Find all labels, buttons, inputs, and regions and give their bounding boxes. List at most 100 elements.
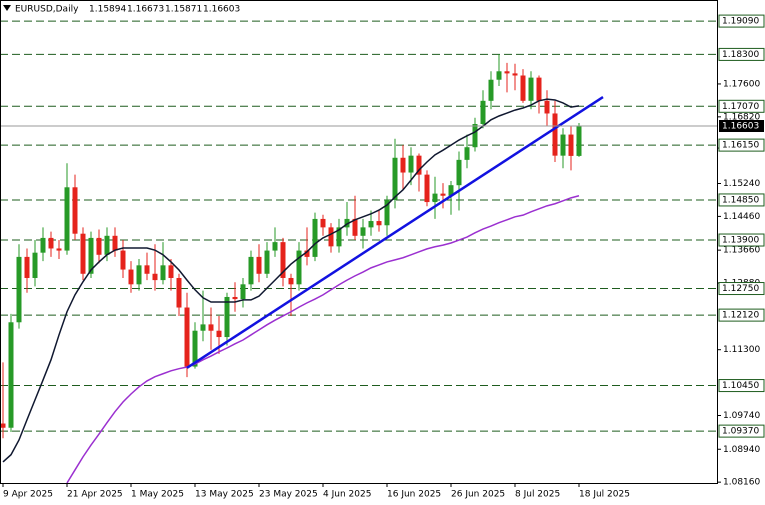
y-tick-label: 1.11300 bbox=[723, 345, 760, 355]
x-tick-label: 4 Jun 2025 bbox=[323, 490, 371, 500]
menu-icon[interactable] bbox=[3, 5, 11, 11]
candle-body bbox=[248, 256, 254, 285]
candle-body bbox=[256, 256, 262, 274]
level-label: 1.13900 bbox=[722, 236, 759, 246]
candle-body bbox=[496, 71, 502, 80]
level-label-box bbox=[718, 282, 765, 296]
candle-body bbox=[416, 155, 422, 175]
candle-body bbox=[576, 126, 582, 156]
level-label-box bbox=[718, 14, 765, 28]
candle-body bbox=[304, 250, 310, 257]
plot-border bbox=[0, 0, 718, 484]
x-tick-label: 8 Jul 2025 bbox=[515, 490, 560, 500]
ohlc-low: 1.15871 bbox=[165, 5, 202, 15]
candle-body bbox=[200, 324, 206, 331]
level-label-box bbox=[718, 308, 765, 322]
level-label-box bbox=[718, 424, 765, 438]
moving-average bbox=[66, 195, 580, 484]
candle-body bbox=[480, 100, 486, 125]
level-label: 1.10450 bbox=[722, 381, 759, 391]
candle-body bbox=[560, 134, 566, 156]
candle-body bbox=[472, 124, 478, 148]
candle-body bbox=[296, 250, 302, 285]
candle-body bbox=[312, 218, 318, 257]
y-tick-label: 1.17600 bbox=[723, 79, 760, 89]
candle-body bbox=[120, 250, 126, 270]
candle-body bbox=[8, 322, 14, 428]
candle-body bbox=[56, 248, 62, 251]
candle-body bbox=[16, 256, 22, 323]
candle-body bbox=[208, 324, 214, 331]
y-tick-label: 1.16820 bbox=[723, 112, 760, 122]
candle-body bbox=[440, 193, 446, 196]
candle-body bbox=[40, 237, 46, 253]
trend-line bbox=[186, 95, 604, 369]
candle-body bbox=[448, 185, 454, 196]
level-label: 1.16150 bbox=[722, 141, 759, 151]
x-tick-label: 21 Apr 2025 bbox=[67, 490, 123, 500]
candle-body bbox=[192, 330, 198, 367]
symbol: EURUSD,Daily bbox=[15, 5, 79, 15]
candle-body bbox=[264, 250, 270, 274]
candle-body bbox=[152, 273, 158, 281]
level-label: 1.09370 bbox=[722, 427, 759, 437]
candle-body bbox=[168, 265, 174, 278]
y-tick-label: 1.08160 bbox=[723, 478, 760, 488]
candle-body bbox=[136, 265, 142, 285]
candle-body bbox=[64, 187, 70, 251]
candle-body bbox=[272, 242, 278, 251]
candle-body bbox=[240, 284, 246, 300]
level-label: 1.12120 bbox=[722, 311, 759, 321]
candle-body bbox=[24, 256, 30, 278]
current-price-box bbox=[719, 120, 764, 133]
x-tick-label: 1 May 2025 bbox=[131, 490, 184, 500]
candle-body bbox=[184, 307, 190, 367]
ohlc-close: 1.16603 bbox=[203, 5, 240, 15]
candle-body bbox=[232, 296, 238, 300]
level-label-box bbox=[718, 99, 765, 113]
ohlc-high: 1.16673 bbox=[127, 5, 164, 15]
candle-body bbox=[392, 157, 398, 200]
candle-body bbox=[280, 242, 286, 278]
level-label-box bbox=[718, 193, 765, 207]
candle-body bbox=[0, 423, 6, 428]
candle-body bbox=[352, 218, 358, 236]
y-tick-label: 1.13660 bbox=[723, 246, 760, 256]
candle-body bbox=[568, 134, 574, 156]
candle-body bbox=[400, 157, 406, 173]
candle-body bbox=[544, 100, 550, 114]
candle-body bbox=[48, 237, 54, 249]
candle-body bbox=[528, 77, 534, 101]
x-tick-label: 9 Apr 2025 bbox=[3, 490, 53, 500]
candle-body bbox=[320, 218, 326, 228]
candle-body bbox=[288, 277, 294, 285]
ohlc-open: 1.15894 bbox=[89, 5, 126, 15]
x-tick-label: 23 May 2025 bbox=[259, 490, 318, 500]
candle-body bbox=[176, 277, 182, 308]
candle-body bbox=[88, 237, 94, 274]
candle-body bbox=[80, 233, 86, 274]
candle-body bbox=[504, 71, 510, 74]
candle-body bbox=[384, 199, 390, 226]
candle-body bbox=[552, 113, 558, 156]
current-price-label: 1.16603 bbox=[722, 122, 759, 132]
candle-body bbox=[464, 147, 470, 160]
y-tick-label: 1.14460 bbox=[723, 212, 760, 222]
level-label: 1.14850 bbox=[722, 195, 759, 205]
candle-body bbox=[432, 193, 438, 203]
level-label: 1.12750 bbox=[722, 284, 759, 294]
candle-body bbox=[368, 221, 374, 228]
candle-body bbox=[32, 252, 38, 278]
candle-body bbox=[128, 269, 134, 285]
candle-body bbox=[328, 227, 334, 247]
level-label-box bbox=[718, 379, 765, 393]
candle-body bbox=[96, 237, 102, 255]
level-label-box bbox=[718, 138, 765, 152]
y-tick-label: 1.15240 bbox=[723, 179, 760, 189]
candle-body bbox=[456, 159, 462, 186]
level-label: 1.17070 bbox=[722, 102, 759, 112]
level-label: 1.18300 bbox=[722, 50, 759, 60]
